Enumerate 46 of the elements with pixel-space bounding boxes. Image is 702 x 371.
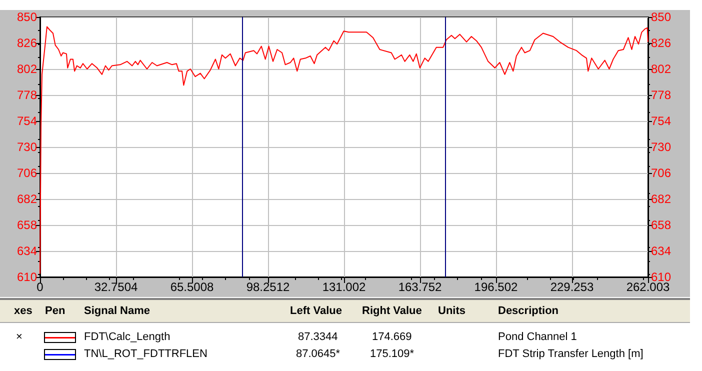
- y-tick-label: 850: [16, 10, 38, 24]
- text: 174.669: [372, 330, 412, 345]
- y-tick-label: 682: [16, 192, 38, 206]
- text: 87.3344: [298, 330, 338, 345]
- y2-tick-label: 634: [651, 244, 672, 258]
- y2-tick-label: 730: [651, 140, 672, 154]
- x-tick-label: 229.253: [550, 280, 594, 294]
- y2-tick-label: 802: [651, 62, 672, 76]
- y-tick-label: 730: [16, 140, 38, 154]
- y2-tick-label: 658: [651, 218, 672, 232]
- text: TN\L_ROT_FDTTRFLEN: [84, 347, 208, 362]
- text: Description: [498, 304, 559, 319]
- text: 87.0645*: [296, 347, 340, 362]
- x-tick-label: 32.7504: [94, 280, 138, 294]
- text: ×: [16, 330, 22, 345]
- y2-tick-label: 850: [651, 10, 672, 24]
- text: Left Value: [290, 304, 342, 319]
- y2-tick-label: 826: [651, 36, 672, 50]
- y2-tick-label: 754: [651, 114, 672, 128]
- line-series: [40, 26, 648, 274]
- text: FDT Strip Transfer Length [m]: [498, 347, 644, 362]
- x-tick-label: 131.002: [322, 280, 366, 294]
- x-tick-label: 196.502: [474, 280, 518, 294]
- text: xes: [14, 304, 32, 319]
- text: Right Value: [362, 304, 422, 319]
- text: 175.109*: [370, 347, 414, 362]
- x-tick-label: 98.2512: [246, 280, 290, 294]
- y-tick-label: 634: [16, 244, 38, 258]
- text: Pond Channel 1: [498, 330, 577, 345]
- x-tick-label: 65.5008: [170, 280, 214, 294]
- x-tick-label: 0: [36, 280, 44, 294]
- y-tick-label: 706: [16, 166, 38, 180]
- text: Signal Name: [84, 304, 150, 319]
- y2-tick-label: 706: [651, 166, 672, 180]
- x-tick-label: 163.752: [398, 280, 442, 294]
- text: FDT\Calc_Length: [84, 330, 170, 345]
- y-tick-label: 778: [16, 88, 38, 102]
- y-tick-label: 826: [16, 36, 38, 50]
- y-tick-label: 754: [16, 114, 38, 128]
- y2-tick-label: 682: [651, 192, 672, 206]
- y-tick-label: 802: [16, 62, 38, 76]
- y2-tick-label: 778: [651, 88, 672, 102]
- y-tick-label: 610: [16, 270, 38, 284]
- text: Units: [438, 304, 466, 319]
- y-tick-label: 658: [16, 218, 38, 232]
- text: Pen: [45, 304, 66, 319]
